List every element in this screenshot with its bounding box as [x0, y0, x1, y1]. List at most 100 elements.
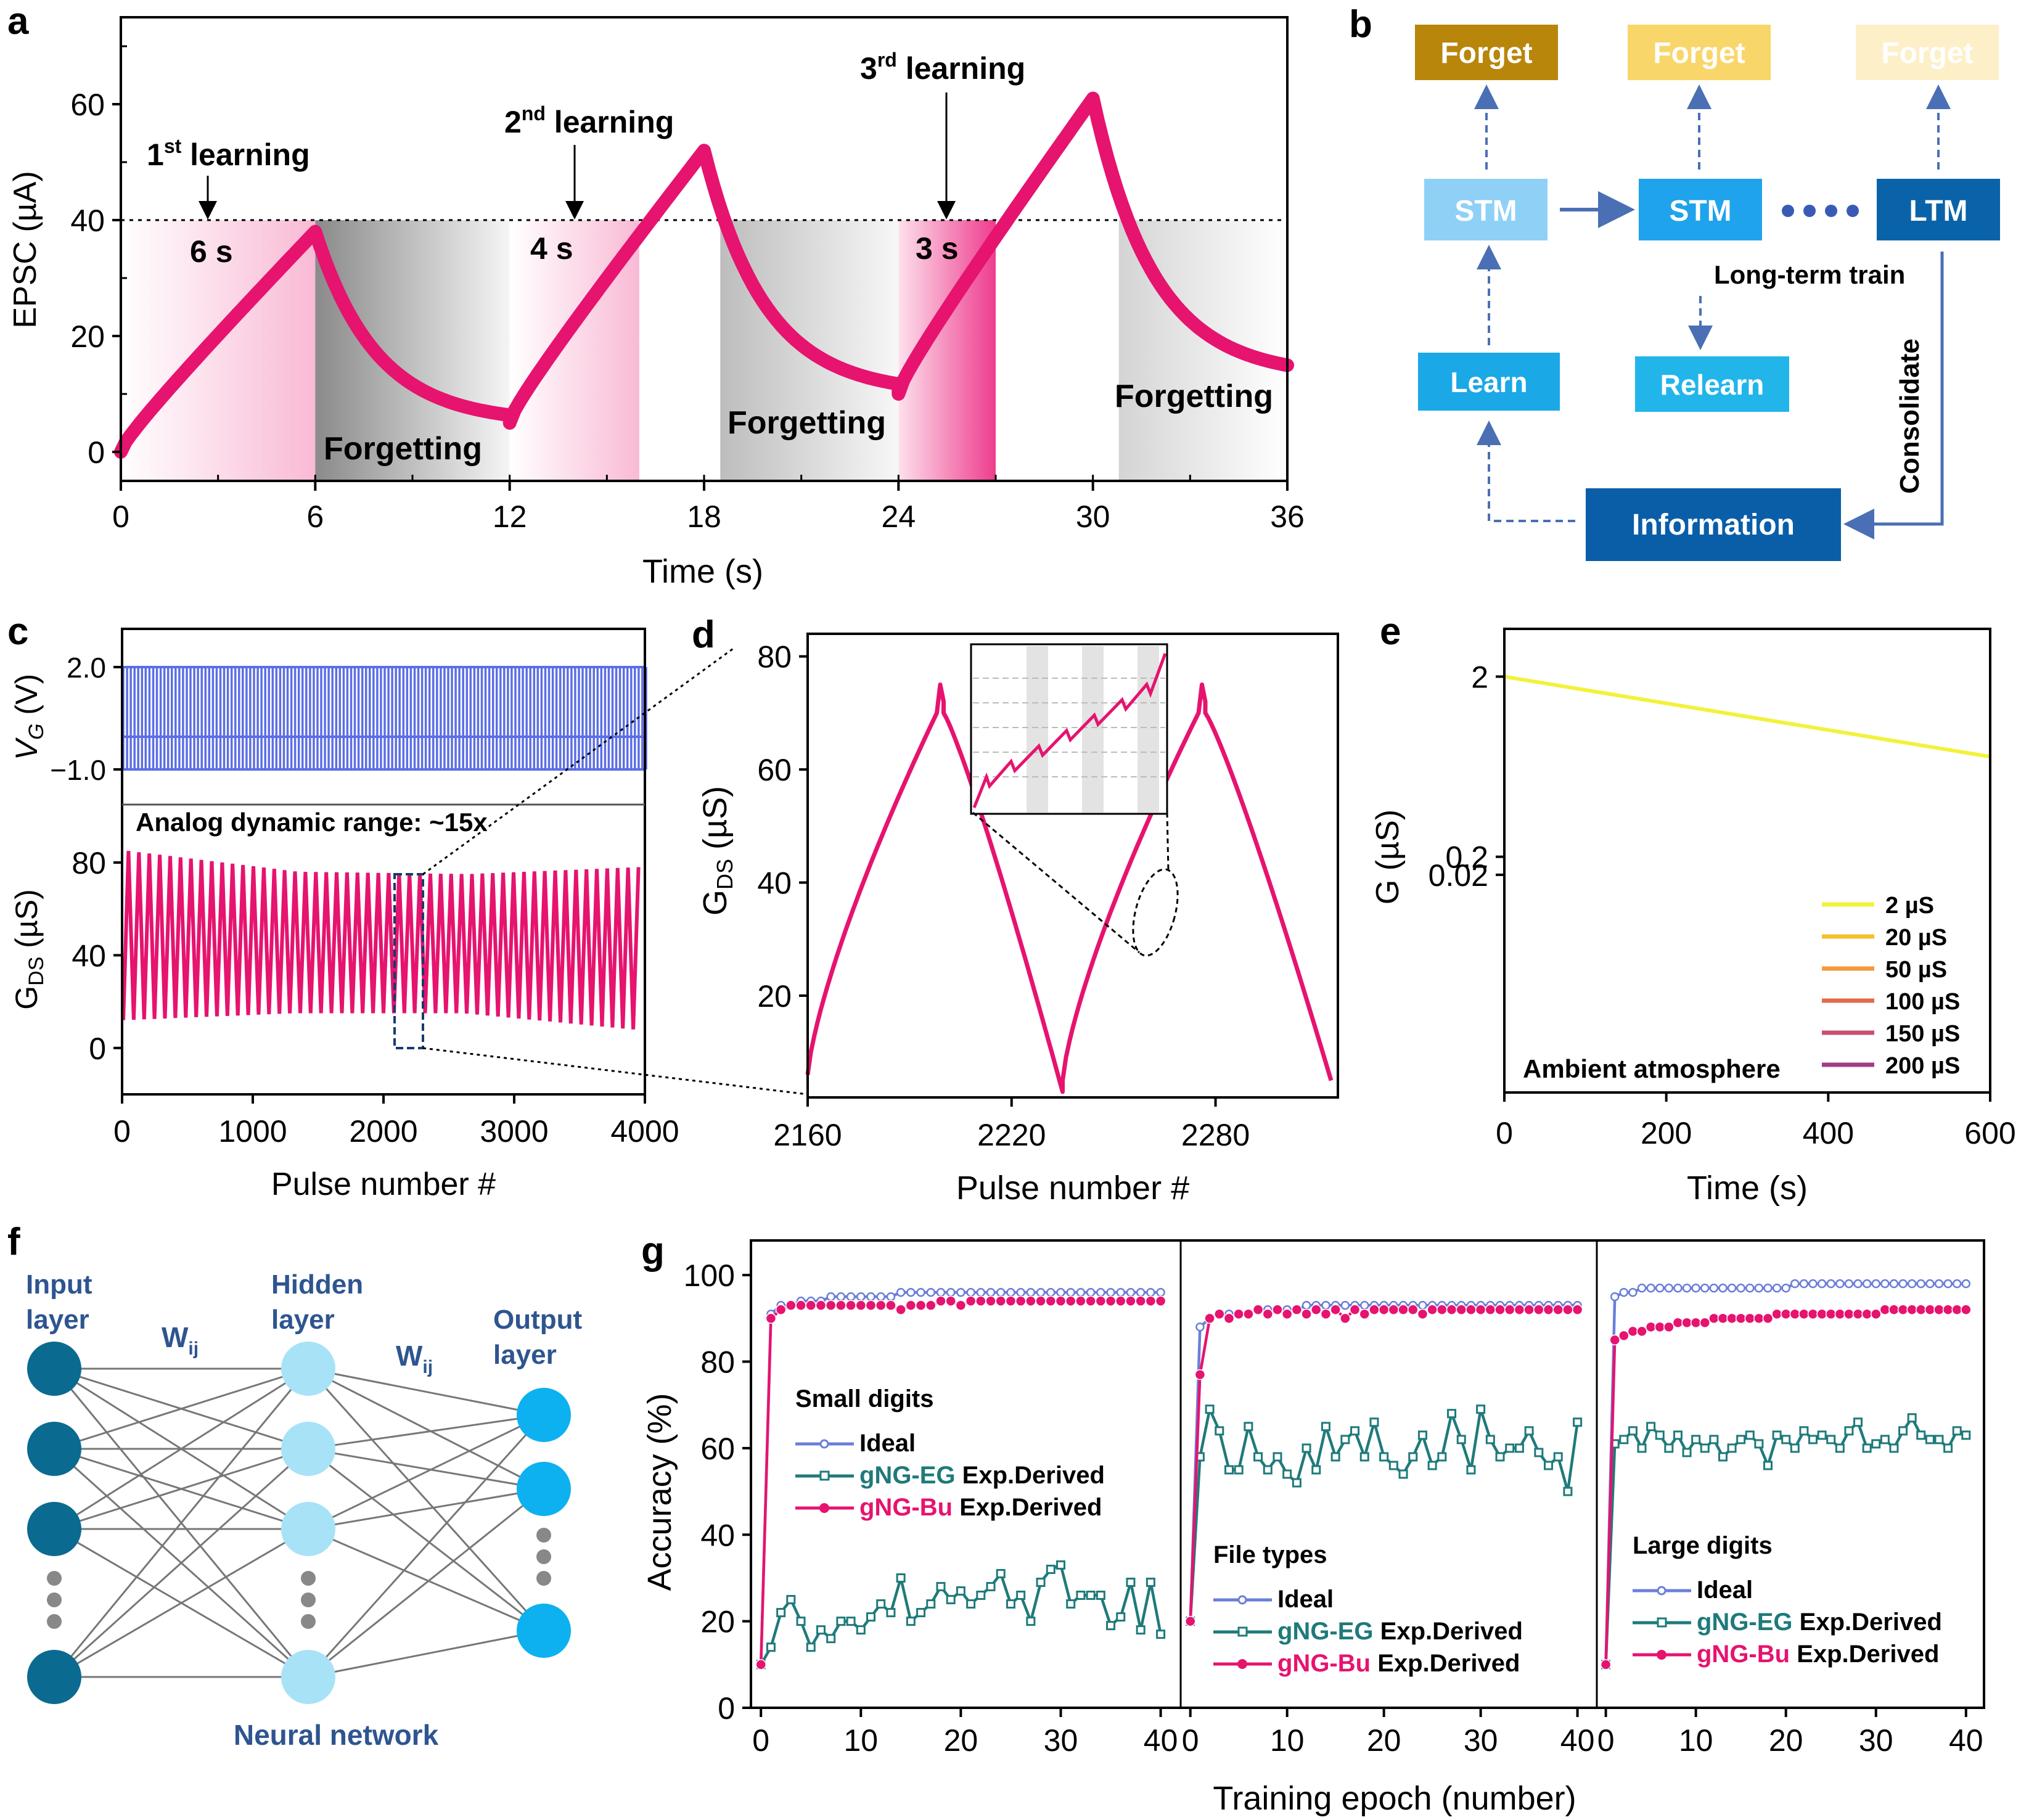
accuracy-line-2-1 — [1604, 1282, 1966, 1665]
forget-box-1 — [1415, 25, 1558, 80]
legend-1-0: Ideal — [1277, 1586, 1334, 1613]
forget-box-2 — [1628, 25, 1771, 80]
panel-label-b: b — [1349, 3, 1372, 46]
weight-label-1: Wij — [162, 1321, 199, 1359]
panel-c-ytick: 80 — [72, 846, 106, 880]
zoom-line-2 — [422, 1047, 808, 1096]
network-nodes — [27, 1342, 571, 1704]
panel-a-xtick: 24 — [882, 499, 916, 534]
panel-g-xtick: 0 — [1182, 1723, 1199, 1758]
panel-g-ytick: 60 — [700, 1432, 735, 1466]
subplot-title-1: File types — [1213, 1541, 1327, 1568]
panel-g-plots — [755, 1279, 1972, 1670]
panel-e-ytick: 2 — [1471, 660, 1488, 694]
relearn-label: Relearn — [1660, 369, 1765, 401]
panel-c-vg-pulses — [122, 666, 647, 771]
panel-c-xtick: 1000 — [218, 1114, 287, 1149]
panel-a-epsc-trace — [114, 91, 1294, 459]
information-box — [1586, 488, 1841, 561]
panel-label-f: f — [7, 1221, 20, 1263]
panel-d-xlabel: Pulse number # — [956, 1170, 1189, 1207]
legend-0-0: Ideal — [859, 1430, 916, 1457]
panel-e-xtick: 0 — [1496, 1116, 1513, 1150]
network-edges — [53, 1367, 545, 1678]
panel-g-xtick: 10 — [843, 1723, 878, 1758]
neuron-0-0 — [27, 1342, 81, 1396]
panel-e-series — [1504, 674, 1991, 759]
stm-label-1: STM — [1454, 195, 1517, 228]
neuron-2-2 — [517, 1604, 571, 1658]
legend-entry-4: 100 µS — [1885, 989, 1960, 1015]
ltm-box — [1877, 179, 2000, 240]
panel-g-xtick: 40 — [1560, 1723, 1595, 1758]
panel-c-dashed-box — [393, 873, 424, 1049]
long-term-train-label: Long-term train — [1714, 260, 1905, 289]
legend-1-2: gNG-Bu Exp.Derived — [1277, 1650, 1520, 1677]
dot-3 — [1825, 205, 1837, 217]
panel-d-ytick: 40 — [757, 866, 792, 901]
inset-sawtooth — [972, 653, 1167, 808]
panel-g-xtick: 0 — [1597, 1723, 1615, 1758]
stm-label-2: STM — [1669, 195, 1731, 228]
panel-c-xtick: 0 — [113, 1114, 131, 1149]
panel-g-ytick: 20 — [700, 1605, 735, 1639]
panel-c-range-text: Analog dynamic range: ~15x — [136, 808, 488, 837]
panel-c-ytick: 0 — [89, 1031, 106, 1066]
information-label: Information — [1632, 509, 1795, 541]
panel-c-ytick: 40 — [72, 938, 106, 973]
panel-g-chart: 0 10 20 30 40 0 10 20 30 40 0 10 20 30 40020406080100 … — [641, 1239, 1985, 1817]
ltm-consolidate-arrow — [1843, 252, 1944, 539]
inset-line-2 — [1166, 812, 1170, 871]
neuron-1-3 — [281, 1650, 335, 1704]
panel-a-xtick: 30 — [1076, 499, 1110, 534]
panel-c-ticks: 2.0 −1.0 0 40 80 0 1000 2000 3000 4000 — [50, 652, 679, 1149]
legend-entry-1: 2 µS — [1885, 893, 1934, 919]
panel-g-ytick: 40 — [700, 1518, 735, 1552]
panel-d-ytick: 60 — [757, 753, 792, 787]
legend-entry-2: 20 µS — [1885, 925, 1947, 951]
accuracy-line-1-0 — [1189, 1404, 1579, 1621]
panel-a-ylabel: EPSC (µA) — [7, 171, 43, 328]
panel-b-diagram: Forget Forget Forget STM STM LTM Long-te… — [1415, 25, 2000, 561]
panel-g-ylabel: Accuracy (%) — [641, 1393, 678, 1591]
panel-a-ytick: 0 — [88, 435, 105, 470]
panel-g-frame — [750, 1239, 1985, 1709]
panel-e-xtick: 200 — [1641, 1116, 1692, 1150]
panel-a-ytick: 20 — [70, 319, 105, 354]
panel-a-chart: 0 6 12 18 24 30 36 0 20 40 60 1st learning 2nd lea… — [7, 16, 1305, 590]
retention-line-1 — [1504, 674, 1991, 759]
panel-a-xtick: 6 — [306, 499, 324, 534]
neuron-0-1 — [27, 1422, 81, 1476]
neuron-2-1 — [517, 1462, 571, 1516]
dot-4 — [1847, 205, 1859, 217]
panel-d-ylabel: GDS (µS) — [697, 786, 737, 916]
weight-label-2: Wij — [396, 1340, 433, 1377]
panel-c-gds-label: GDS (µS) — [9, 889, 48, 1010]
panel-c-vg-label: VG (V) — [9, 674, 48, 760]
panel-d-ytick: 80 — [757, 640, 792, 674]
stm-box-2 — [1639, 179, 1762, 240]
panel-c-xtick: 3000 — [480, 1114, 548, 1149]
output-layer-label: Output layer — [493, 1305, 583, 1370]
neuron-1-1 — [281, 1422, 335, 1476]
panel-g-xtick: 10 — [1679, 1723, 1713, 1758]
panel-e-ticks: 0.020.22202000200400600 — [1429, 660, 2016, 1150]
legend-2-0: Ideal — [1697, 1576, 1753, 1604]
legend-2-1: gNG-EG Exp.Derived — [1697, 1609, 1942, 1636]
forgetting-label-3: Forgetting — [1115, 379, 1273, 414]
panel-label-c: c — [7, 610, 28, 653]
panel-g-ytick: 80 — [700, 1345, 735, 1380]
accuracy-line-1-2 — [1189, 1308, 1578, 1621]
panel-g-legends: Small digits Ideal gNG-EG Exp.Derived gNG-B… — [795, 1385, 1942, 1677]
panel-c-chart: 2.0 −1.0 0 40 80 0 1000 2000 3000 4000 Analog dyn… — [9, 628, 808, 1202]
accuracy-line-0-0 — [760, 1563, 1162, 1665]
input-layer-label: Input layer — [26, 1269, 92, 1335]
panel-d-frame — [806, 633, 1339, 1099]
panel-e-frame — [1503, 628, 1991, 1094]
learn-box — [1418, 353, 1560, 411]
panel-label-d: d — [692, 613, 715, 656]
panel-c-vg-tick: −1.0 — [50, 754, 106, 786]
dot-2 — [1803, 205, 1816, 217]
panel-g-xtick: 10 — [1270, 1723, 1305, 1758]
